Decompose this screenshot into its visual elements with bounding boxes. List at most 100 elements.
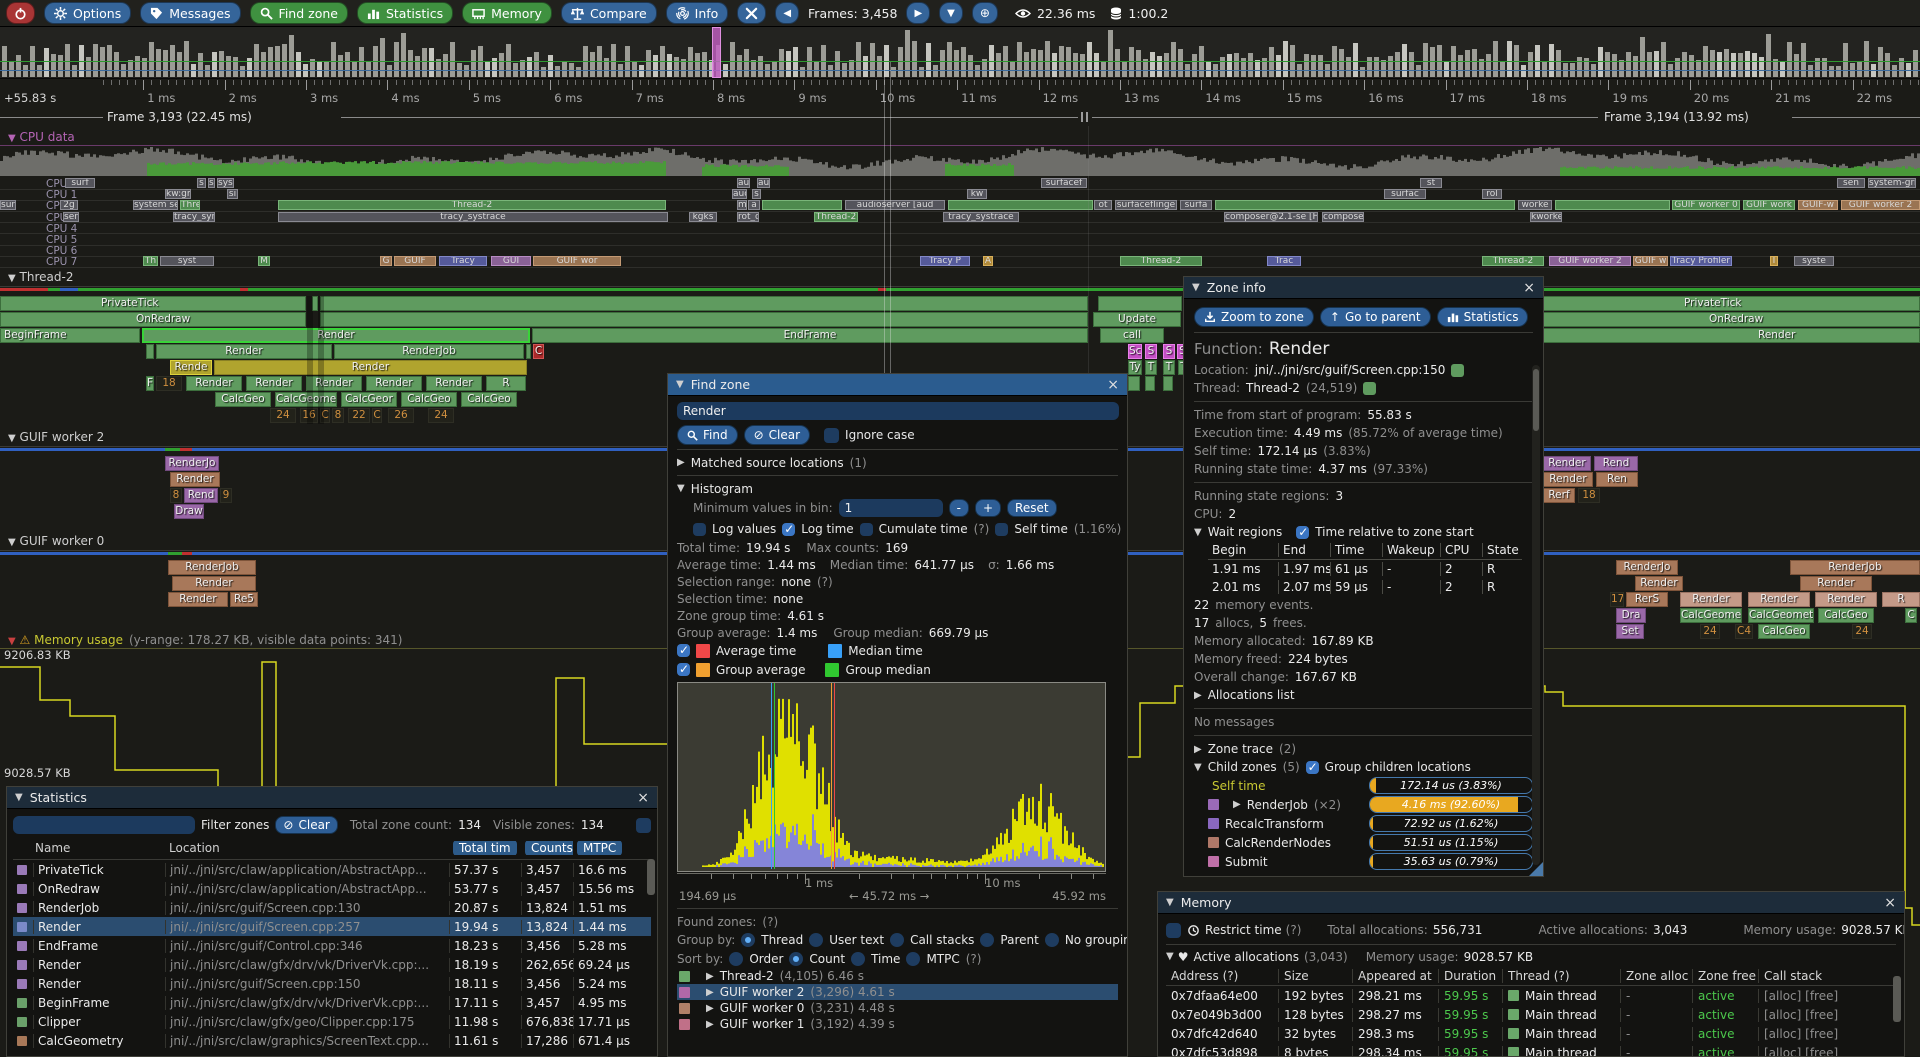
timeline-zone[interactable]: 24 — [1700, 624, 1720, 639]
cpu-zone[interactable]: worke — [1518, 200, 1552, 211]
scrollbar-thumb[interactable] — [1893, 976, 1901, 1022]
cpu-zone[interactable]: ser — [63, 211, 79, 222]
timeline-zone[interactable]: Render — [214, 360, 527, 375]
timeline-zone[interactable]: 8 — [170, 488, 182, 503]
timeline-zone[interactable] — [320, 296, 1088, 311]
cpu-zone[interactable] — [948, 200, 1093, 211]
timeline-zone[interactable]: 24 — [270, 408, 296, 423]
timeline-zone[interactable]: T — [1145, 360, 1157, 375]
timeline-zone[interactable]: RenderJob — [168, 560, 256, 575]
cpu-zone[interactable]: ot — [1094, 200, 1112, 211]
prev-frame-button[interactable]: ◀ — [775, 2, 800, 24]
matched-locations-row[interactable]: ▶ Matched source locations (1) — [677, 455, 867, 470]
cpu-zone[interactable]: au — [737, 178, 750, 188]
avg-legend-checkbox[interactable] — [677, 643, 690, 657]
timeline-zone[interactable] — [1145, 376, 1155, 391]
timeline-zone[interactable]: C — [1905, 608, 1917, 623]
timeline-zone[interactable] — [526, 344, 531, 359]
timeline-zone[interactable]: CalcGeo — [215, 392, 271, 407]
cpu-zone[interactable]: surfa — [1180, 200, 1212, 211]
statistics-button[interactable]: Statistics — [356, 2, 454, 24]
tools-button[interactable] — [737, 2, 767, 24]
statistics-row[interactable]: Render jni/../jni/src/guif/Screen.cpp:257… — [13, 917, 651, 936]
timeline-zone[interactable]: Render — [156, 344, 332, 359]
timeline-zone[interactable]: Render — [1635, 576, 1683, 591]
timeline-zone[interactable]: R — [1882, 592, 1920, 607]
cpu-zone[interactable]: rot_d — [737, 211, 759, 222]
self-time-checkbox[interactable] — [995, 522, 1009, 536]
timeline-zone[interactable]: CalcGeo — [461, 392, 517, 407]
cpu-zone[interactable]: Thread-2 — [1120, 256, 1202, 267]
timeline-zone[interactable] — [1163, 376, 1173, 391]
memory-col-7[interactable]: Call stack — [1758, 968, 1868, 983]
timeline-zone[interactable]: call — [1100, 328, 1164, 343]
statistics-row[interactable]: Clipper jni/../jni/src/claw/gfx/geo/Clipp… — [13, 1012, 651, 1031]
minbin-input[interactable] — [838, 499, 943, 517]
statistics-row[interactable]: Render jni/../jni/src/guif/Screen.cpp:150… — [13, 974, 651, 993]
sort-by-radio-mtpc[interactable] — [906, 951, 921, 966]
timeline-zone[interactable]: Draw — [174, 504, 204, 519]
cpu-zone[interactable]: Thre — [180, 200, 200, 211]
cpu-zone[interactable]: aud — [732, 189, 747, 200]
goto-frame-button[interactable]: ⊕ — [971, 2, 998, 24]
timeline-zone[interactable]: Render — [170, 472, 220, 487]
cpu-zone[interactable]: tracy_systrace — [278, 211, 668, 222]
cpu-zone[interactable]: composer@ — [1322, 211, 1364, 222]
memory-usage-header[interactable]: ▼ ⚠ Memory usage (y-range: 178.27 KB, vis… — [8, 633, 403, 647]
col-location[interactable]: Location — [169, 841, 220, 855]
timeline-zone[interactable]: RerS — [1626, 592, 1668, 607]
cpu-zone[interactable]: system-grm — [1868, 178, 1916, 188]
collapse-icon[interactable]: ▼ — [1166, 897, 1174, 908]
col-mtpc[interactable]: MTPC — [577, 841, 623, 855]
col-name[interactable]: Name — [35, 841, 71, 855]
memory-allocation-row[interactable]: 0x7dfaa64e00 192 bytes 298.21 ms 59.95 s Mai… — [1166, 986, 1896, 1005]
timeline-zone[interactable]: Rende — [170, 360, 212, 375]
cpu-zone[interactable]: s — [197, 178, 206, 188]
cpu-zone[interactable]: Thread-2 — [278, 200, 666, 211]
timeline-zone[interactable] — [146, 344, 154, 359]
scrollbar-thumb[interactable] — [647, 859, 655, 895]
timeline-zone[interactable]: F — [146, 376, 154, 391]
statistics-row[interactable]: Render jni/../jni/src/claw/gfx/drv/vk/Dri… — [13, 955, 651, 974]
collapse-icon[interactable]: ▼ — [676, 379, 684, 390]
timeline-zone[interactable]: Rend — [184, 488, 218, 503]
statistics-row[interactable]: RenderJob jni/../jni/src/guif/Screen.cpp:… — [13, 898, 651, 917]
timeline-zone[interactable]: C4 — [1735, 624, 1753, 639]
frame-dropdown-button[interactable]: ▼ — [939, 2, 963, 24]
cpu-zone[interactable]: surf — [65, 178, 95, 188]
timeline-zone[interactable]: PrivateTick — [1543, 296, 1920, 311]
cpu-zone[interactable] — [1215, 200, 1515, 211]
timeline-zone[interactable]: 24 — [428, 408, 454, 423]
cpu-zone[interactable]: kw — [967, 189, 987, 200]
cpu-zone[interactable]: GUI — [491, 256, 531, 267]
child-zone-row[interactable]: Self time 172.14 us (3.83%) — [1194, 776, 1533, 795]
allocations-list-row[interactable]: ▶ Allocations list — [1194, 688, 1295, 702]
cpu-zone[interactable]: Trac — [1267, 256, 1301, 267]
collapse-icon[interactable]: ▼ — [1192, 282, 1200, 293]
group-by-radio-parent[interactable] — [980, 932, 995, 947]
timeline-zone[interactable]: S — [1145, 344, 1157, 359]
timeline-zone[interactable]: OnRedraw — [1543, 312, 1920, 327]
cpu-data-header[interactable]: ▼ CPU data — [8, 130, 75, 144]
cpu-zone[interactable]: M — [258, 256, 270, 267]
timeline-zone[interactable]: CalcGeo — [401, 392, 457, 407]
child-zones-row[interactable]: ▼Child zones(5) Group children locations — [1194, 758, 1533, 776]
go-to-parent-button[interactable]: ↑ Go to parent — [1319, 307, 1431, 327]
statistics-row[interactable]: PrivateTick jni/../jni/src/claw/applicati… — [13, 860, 651, 879]
timeline-zone[interactable]: CalcGeome — [1680, 608, 1742, 623]
statistics-row[interactable]: OnRedraw jni/../jni/src/claw/application/… — [13, 879, 651, 898]
cpu-zone[interactable]: GUIF — [394, 256, 436, 267]
find-button[interactable]: Find — [677, 425, 738, 445]
cpu-zone[interactable]: tracy_syn — [173, 211, 215, 222]
collapse-icon[interactable]: ▼ — [15, 792, 23, 803]
timeline-zone[interactable]: Dra — [1616, 608, 1646, 623]
timeline-zone[interactable]: Render — [1680, 592, 1742, 607]
cpu-zone[interactable]: syste — [1794, 256, 1834, 267]
collapse-icon[interactable]: ▼ — [677, 483, 685, 494]
child-zone-row[interactable]: ▶ RenderJob (×2) 4.16 ms (92.60%) — [1194, 795, 1533, 814]
cpu-zone[interactable] — [762, 200, 842, 211]
memory-col-0[interactable]: Address (?) — [1171, 968, 1239, 983]
group-by-radio-user-text[interactable] — [809, 932, 824, 947]
statistics-titlebar[interactable]: ▼ Statistics × — [7, 787, 657, 809]
